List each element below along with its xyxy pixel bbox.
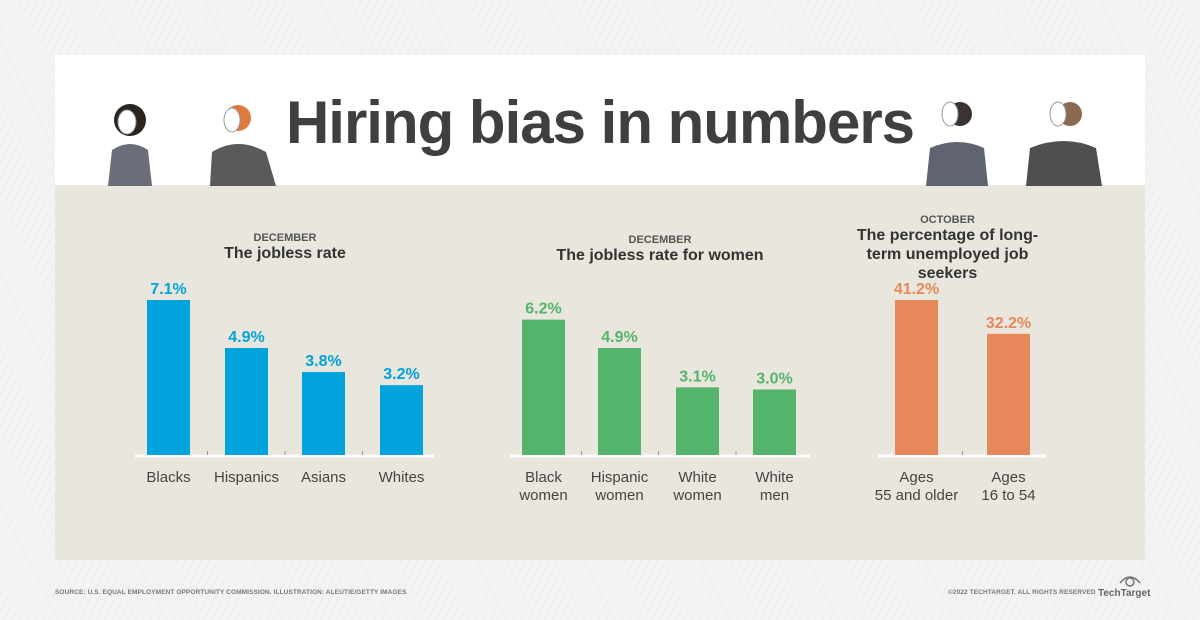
chart2-header: DECEMBER The jobless rate for women [530,234,790,265]
chart3-month: OCTOBER [920,214,975,226]
data-label: 3.1% [679,368,715,385]
data-label: 3.0% [756,371,792,388]
chart3-header: OCTOBER The percentage of long-term unem… [840,214,1055,283]
bar-black-women [522,319,565,455]
techtarget-logo: TechTarget [1098,588,1151,599]
chart2-title: The jobless rate for women [556,247,764,264]
masked-figures-left-illustration [108,104,276,186]
data-label: 41.2% [894,281,939,298]
data-label: 4.9% [601,329,637,346]
category-label: White women [672,469,721,504]
data-label: 3.2% [383,366,419,383]
chart2-month: DECEMBER [628,234,692,246]
data-label: 7.1% [150,281,186,298]
data-label: 6.2% [525,301,561,318]
category-label: Hispanic women [591,469,649,504]
category-label: Ages 16 to 54 [981,469,1035,504]
category-label: Blacks [146,469,190,486]
category-label: Hispanics [214,469,279,486]
data-label: 32.2% [986,315,1031,332]
masked-figures-right-illustration [926,101,1102,186]
bar-white-women [676,387,719,455]
chart1-title: The jobless rate [224,245,346,262]
chart1-header: DECEMBER The jobless rate [170,232,400,263]
bar-hispanics [225,348,268,455]
bar-asians [302,372,345,455]
bar-hispanic-women [598,348,641,455]
bar-white-men [753,389,796,455]
bar-ages-55-and-older [895,300,938,455]
bar-whites [380,385,423,455]
eye-logo-icon [1119,576,1141,587]
chart1-month: DECEMBER [253,232,317,244]
data-label: 3.8% [305,353,341,370]
source-note: SOURCE: U.S. EQUAL EMPLOYMENT OPPORTUNIT… [55,589,407,596]
category-label: Black women [518,469,567,504]
bar-ages-16-to-54 [987,333,1030,455]
copyright: ©2022 TECHTARGET. ALL RIGHTS RESERVED [948,589,1096,596]
category-label: White men [755,469,793,504]
bar-blacks [147,300,190,455]
category-label: Ages 55 and older [875,469,958,504]
data-label: 4.9% [228,329,264,346]
chart3-title: The percentage of long-term unemployed j… [856,227,1039,282]
category-label: Asians [301,469,346,486]
page-title: Hiring bias in numbers [285,89,915,156]
category-label: Whites [379,469,425,486]
